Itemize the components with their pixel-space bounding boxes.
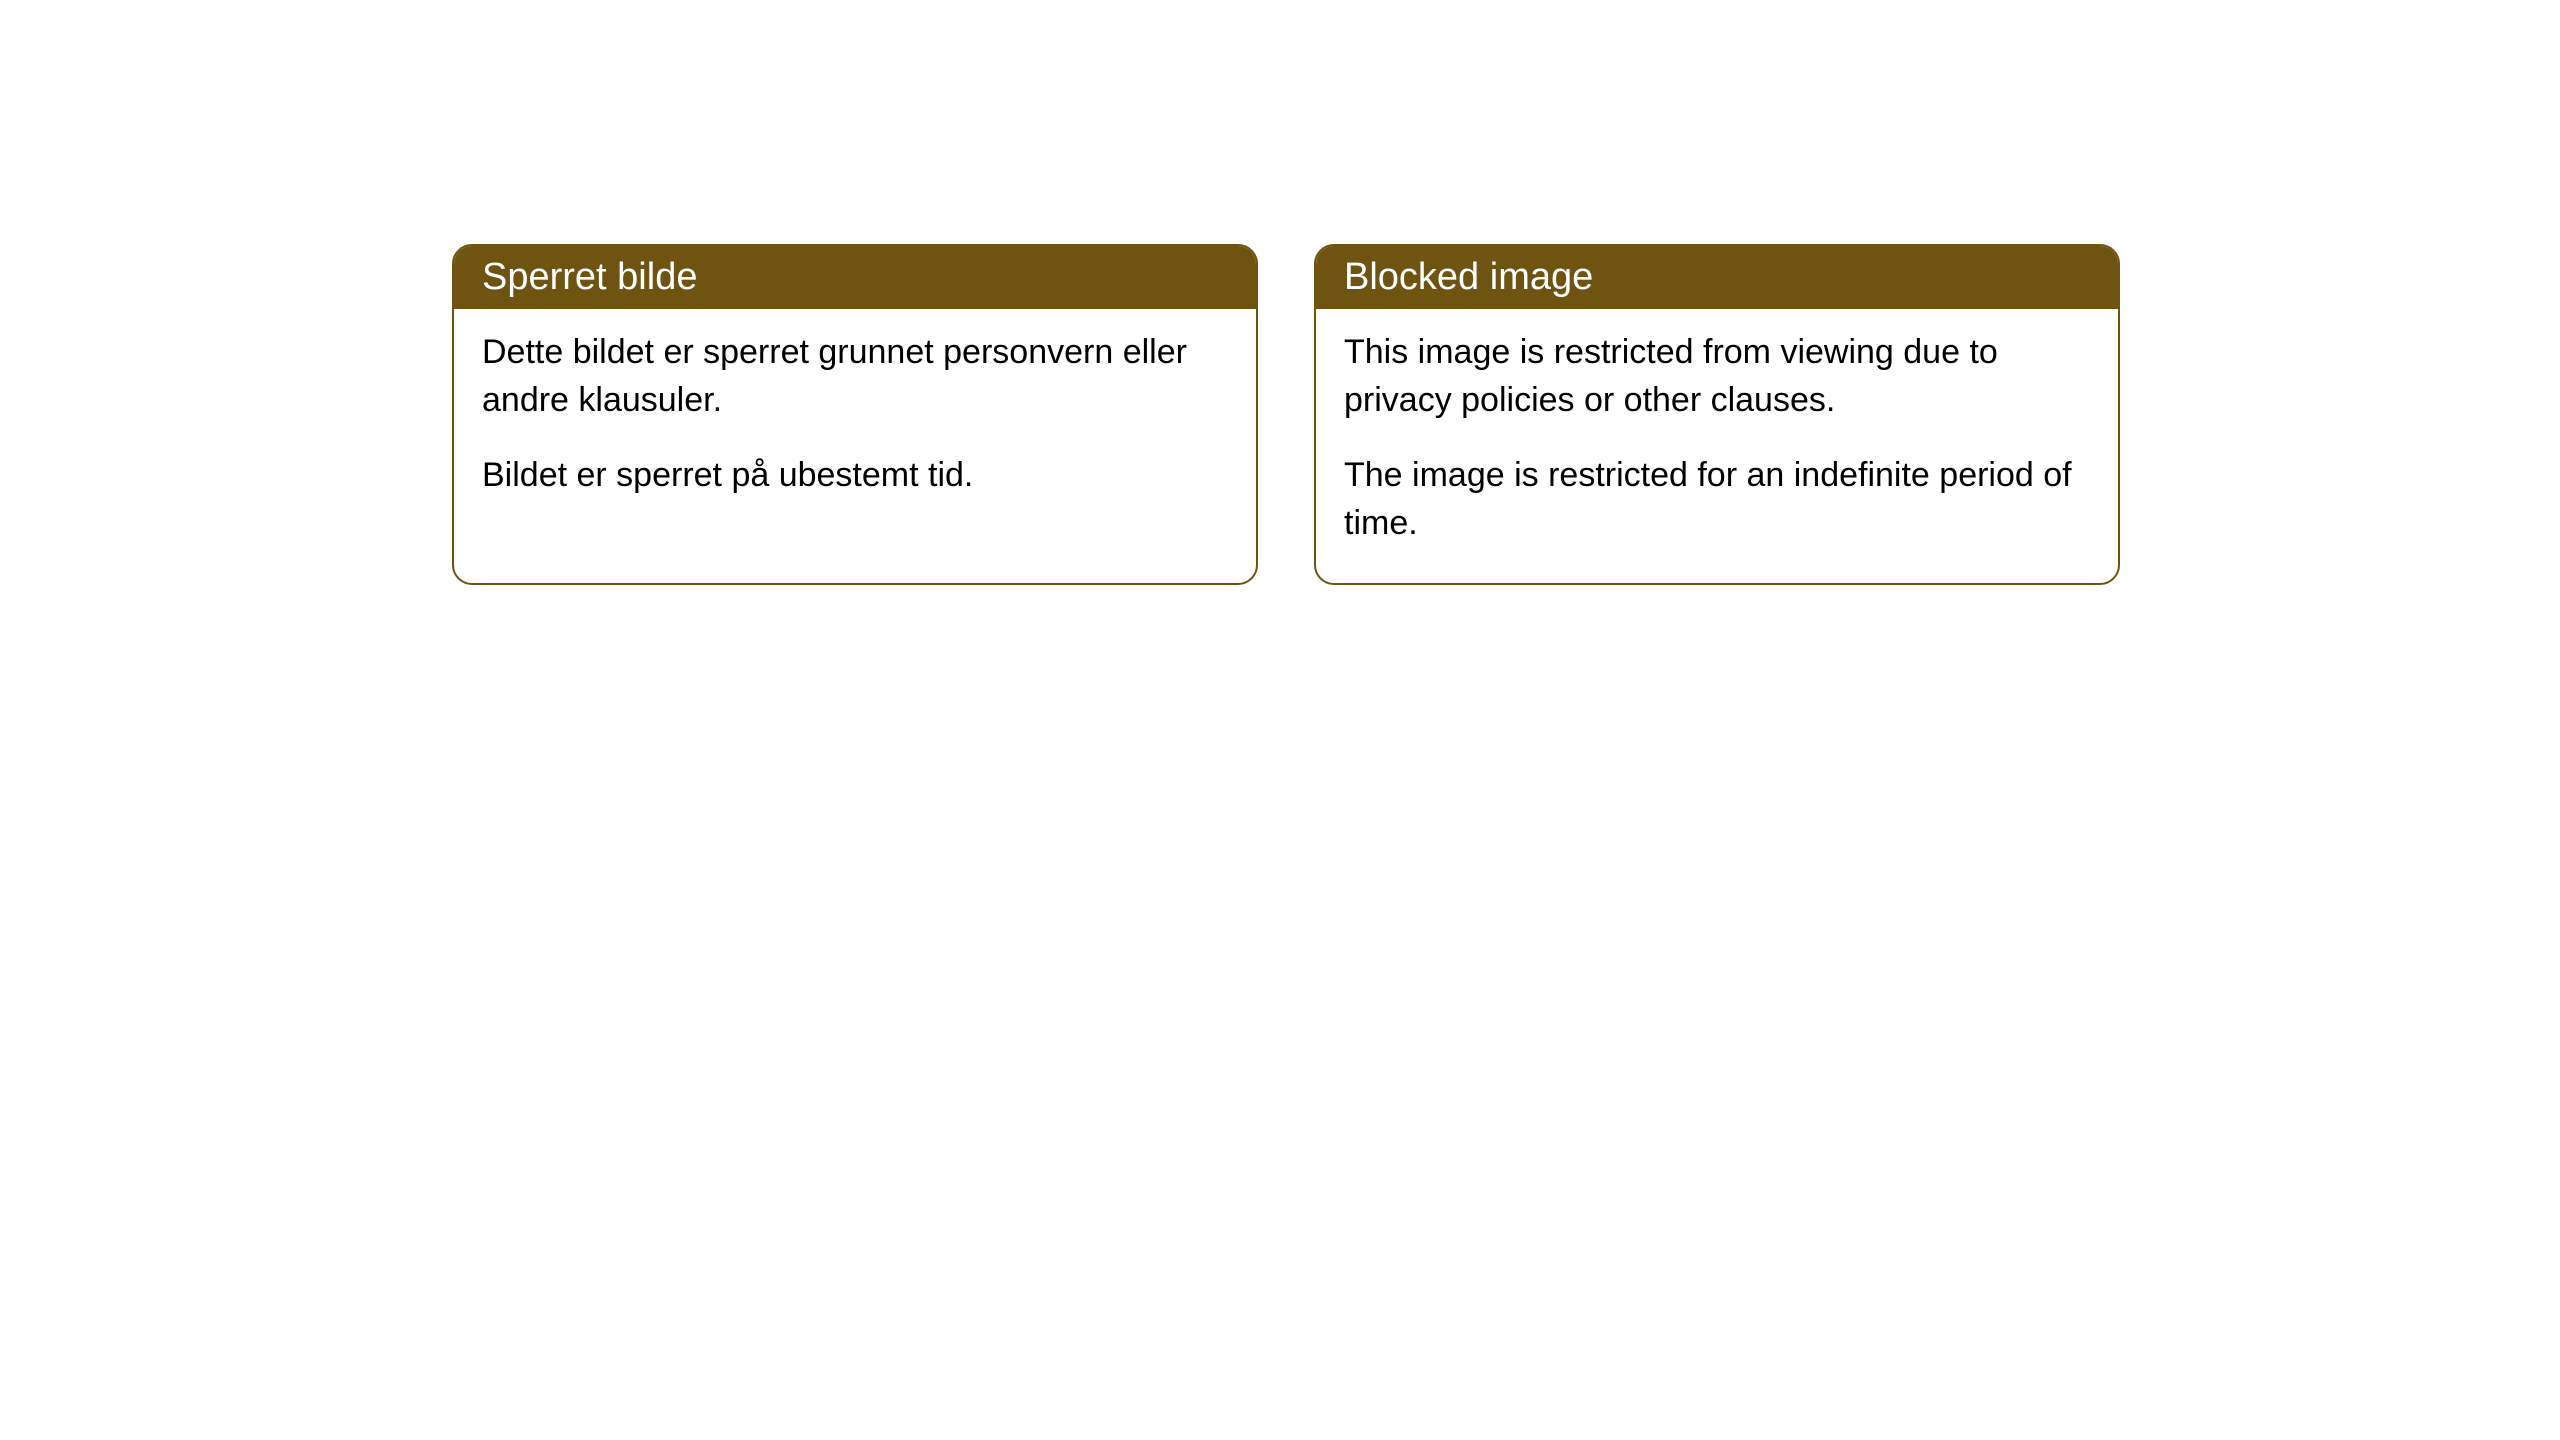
- card-title: Sperret bilde: [482, 256, 697, 298]
- card-body: This image is restricted from viewing du…: [1316, 309, 2118, 583]
- card-paragraph: This image is restricted from viewing du…: [1344, 329, 2090, 424]
- card-body: Dette bildet er sperret grunnet personve…: [454, 309, 1256, 536]
- card-paragraph: The image is restricted for an indefinit…: [1344, 452, 2090, 547]
- card-header: Blocked image: [1316, 246, 2118, 309]
- card-paragraph: Dette bildet er sperret grunnet personve…: [482, 329, 1228, 424]
- card-paragraph: Bildet er sperret på ubestemt tid.: [482, 452, 1228, 500]
- card-header: Sperret bilde: [454, 246, 1256, 309]
- card-title: Blocked image: [1344, 256, 1593, 298]
- notice-card-norwegian: Sperret bilde Dette bildet er sperret gr…: [452, 244, 1258, 585]
- notice-container: Sperret bilde Dette bildet er sperret gr…: [452, 244, 2120, 585]
- notice-card-english: Blocked image This image is restricted f…: [1314, 244, 2120, 585]
